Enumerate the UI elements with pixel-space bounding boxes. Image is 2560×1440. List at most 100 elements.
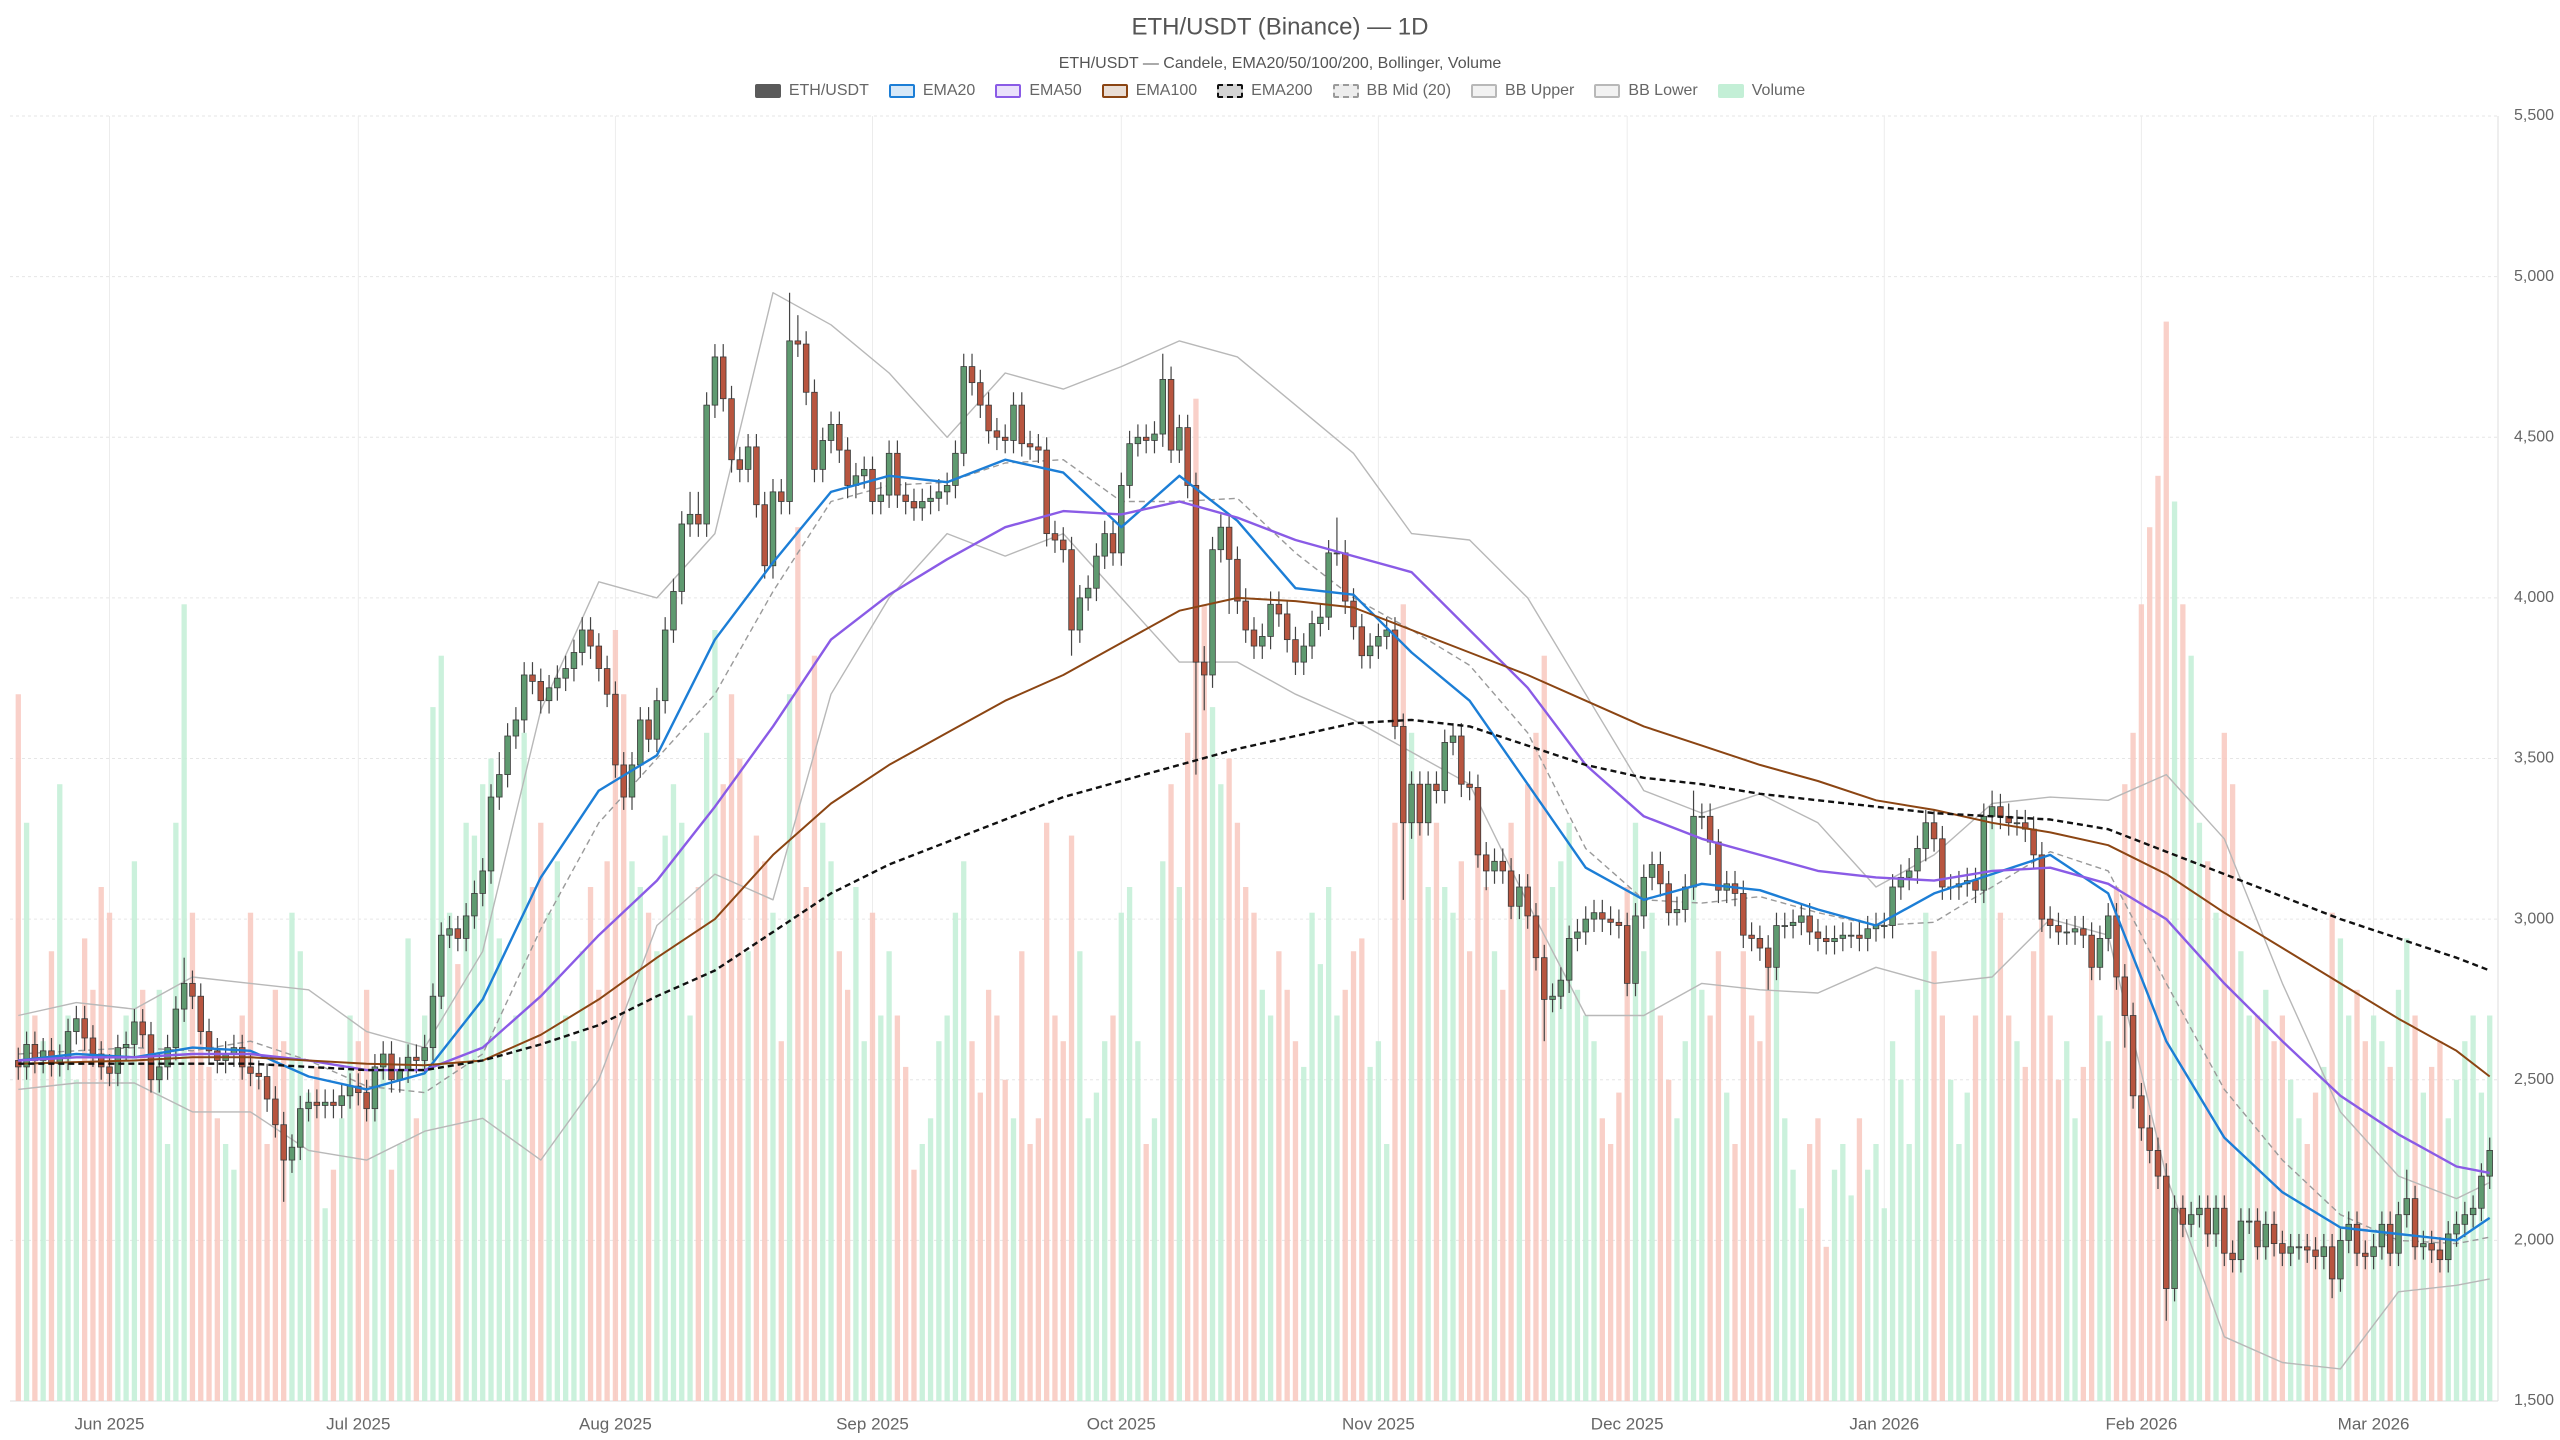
candle-body xyxy=(1640,876,1648,917)
volume-bar xyxy=(305,1092,312,1401)
candle-body xyxy=(2320,1246,2328,1257)
volume-bar xyxy=(1491,951,1498,1401)
candle-body xyxy=(844,449,851,486)
candle-body xyxy=(794,340,802,345)
volume-bar xyxy=(256,1079,262,1401)
candle-body xyxy=(1383,629,1390,637)
candle-body xyxy=(1980,815,1988,891)
volume-bar xyxy=(1384,1144,1390,1401)
volume-bar xyxy=(2337,938,2344,1401)
volume-bar xyxy=(1831,1169,1838,1401)
candle-body xyxy=(869,468,876,502)
volume-bar xyxy=(1209,707,1216,1401)
volume-bar xyxy=(1549,887,1556,1401)
volume-bar xyxy=(1674,1118,1680,1401)
candle-body xyxy=(214,1050,221,1061)
legend-label: BB Upper xyxy=(1505,82,1575,99)
volume-bar xyxy=(1309,912,1315,1401)
legend-label: EMA20 xyxy=(922,82,976,99)
volume-bar xyxy=(977,1092,983,1401)
candle-body xyxy=(413,1056,420,1061)
volume-bar xyxy=(1715,951,1722,1401)
candle-body xyxy=(2254,1220,2261,1248)
volume-bar xyxy=(1184,732,1191,1401)
volume-bar xyxy=(1102,1041,1108,1401)
candle-body xyxy=(1798,915,1805,923)
candle-body xyxy=(819,440,826,470)
volume-bar xyxy=(247,912,254,1401)
candle-body xyxy=(462,915,470,939)
candle-body xyxy=(1118,485,1125,554)
candle-body xyxy=(64,1031,72,1058)
volume-bar xyxy=(1873,1144,1879,1401)
volume-bar xyxy=(173,822,179,1401)
candle-body xyxy=(1026,443,1034,448)
volume-bar xyxy=(1956,1144,1962,1401)
candle-body xyxy=(1408,783,1415,824)
volume-bar xyxy=(73,1079,80,1401)
candle-body xyxy=(2013,822,2021,825)
candle-body xyxy=(1491,860,1498,872)
candle-body xyxy=(438,934,445,997)
candle-body xyxy=(1690,815,1697,888)
candle-body xyxy=(429,995,437,1049)
volume-bar xyxy=(281,1041,287,1401)
candle-body xyxy=(2096,938,2104,968)
candle-body xyxy=(860,468,868,477)
legend-swatch xyxy=(1717,84,1744,98)
candle-body xyxy=(2229,1252,2236,1261)
candle-body xyxy=(2113,915,2120,978)
volume-bar xyxy=(480,784,486,1401)
candle-body xyxy=(2163,1175,2170,1289)
candle-body xyxy=(2080,928,2087,936)
line-ema200 xyxy=(18,718,2491,1072)
candle-body xyxy=(1789,921,1797,926)
candle-body xyxy=(637,719,644,766)
candle-body xyxy=(1018,404,1026,445)
candle-body xyxy=(2179,1207,2187,1225)
candle-body xyxy=(2245,1220,2253,1223)
volume-bar xyxy=(504,1079,511,1401)
candle-body xyxy=(1756,938,1764,949)
volume-bar xyxy=(712,630,718,1401)
volume-bar xyxy=(969,1041,975,1401)
candle-body xyxy=(686,513,694,525)
candle-body xyxy=(919,501,926,509)
volume-bar xyxy=(1782,1118,1788,1401)
volume-bar xyxy=(206,1066,212,1401)
candle-body xyxy=(678,523,685,592)
volume-bar xyxy=(131,861,138,1401)
candle-body xyxy=(1350,600,1357,628)
candle-body xyxy=(1300,645,1307,663)
candle-body xyxy=(728,398,735,461)
legend-item: ETH/USDT xyxy=(754,82,869,100)
volume-bar xyxy=(1218,784,1224,1401)
volume-bar xyxy=(1923,912,1929,1401)
candle-body xyxy=(2154,1150,2162,1177)
candle-body xyxy=(1997,806,2004,817)
volume-bar xyxy=(1301,1066,1307,1401)
candle-body xyxy=(1814,931,1822,939)
volume-bar xyxy=(1417,784,1423,1401)
volume-bar xyxy=(1168,784,1174,1401)
candle-body xyxy=(2353,1223,2361,1254)
candle-body xyxy=(1283,613,1291,641)
volume-bar xyxy=(1906,1144,1912,1401)
volume-bar xyxy=(1375,1041,1382,1401)
candle-body xyxy=(2478,1175,2485,1209)
candle-body xyxy=(545,687,553,702)
candle-body xyxy=(744,446,752,470)
candle-body xyxy=(2378,1223,2386,1248)
volume-bar xyxy=(488,758,494,1401)
candle-body xyxy=(1905,870,1913,878)
candle-body xyxy=(2436,1249,2444,1261)
candle-body xyxy=(2295,1246,2303,1249)
candle-body xyxy=(753,446,760,506)
volume-bar xyxy=(2395,989,2402,1401)
candle-body xyxy=(288,1146,296,1161)
volume-bar xyxy=(1350,951,1357,1401)
volume-bar xyxy=(1193,398,1199,1401)
volume-bar xyxy=(961,861,967,1401)
candle-body xyxy=(653,700,661,740)
